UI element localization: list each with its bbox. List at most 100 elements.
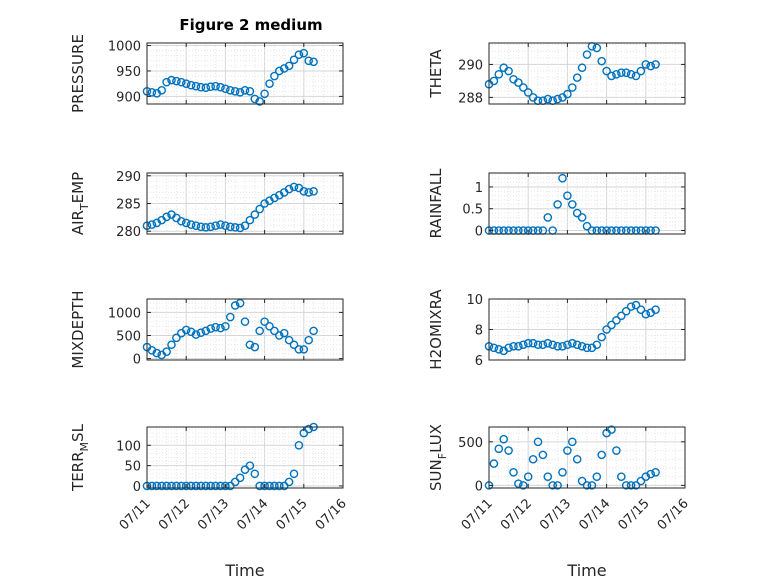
data-point	[265, 481, 274, 491]
y-tick-label: 0	[475, 225, 483, 240]
data-point	[558, 173, 567, 183]
data-point	[602, 66, 611, 76]
data-point	[563, 191, 572, 200]
data-point	[147, 88, 157, 97]
data-point	[646, 61, 656, 71]
data-point	[631, 71, 641, 81]
data-point	[216, 220, 225, 229]
data-point	[577, 213, 587, 222]
grid-lines	[146, 427, 344, 488]
data-point	[294, 440, 304, 450]
data-point	[162, 77, 171, 87]
data-point	[553, 341, 562, 351]
data-point	[543, 94, 553, 104]
data-series	[484, 300, 660, 356]
data-point	[612, 316, 621, 325]
data-point	[191, 330, 201, 339]
data-series	[142, 48, 318, 106]
figure-title: Figure 2 medium	[179, 16, 322, 34]
data-point	[250, 342, 260, 352]
data-point	[265, 321, 274, 331]
data-point	[294, 50, 304, 59]
data-point	[230, 86, 240, 96]
data-point	[284, 477, 294, 487]
data-point	[265, 79, 274, 88]
data-point	[621, 68, 631, 77]
data-point	[504, 66, 513, 76]
grid-lines	[146, 299, 344, 360]
y-tick-label: 290	[116, 170, 141, 185]
data-point	[230, 301, 240, 310]
data-point	[494, 444, 504, 454]
data-point	[494, 70, 504, 79]
data-point	[592, 340, 602, 350]
y-axis-label: PRESSURE	[69, 34, 87, 113]
data-point	[181, 79, 191, 88]
data-point	[250, 469, 260, 479]
data-point	[636, 305, 646, 314]
data-series	[142, 298, 318, 360]
data-point	[299, 186, 309, 196]
data-point	[538, 340, 548, 350]
y-tick-label: 285	[116, 198, 141, 213]
y-axis-label: TERRMSL	[69, 423, 91, 492]
data-point	[617, 472, 626, 481]
data-point	[191, 221, 201, 230]
data-point	[553, 200, 562, 209]
data-point	[641, 309, 651, 319]
data-point	[162, 212, 171, 222]
data-point	[216, 481, 225, 491]
data-point	[563, 446, 572, 455]
data-point	[563, 89, 572, 99]
data-point	[279, 64, 289, 73]
data-point	[548, 481, 558, 490]
data-point	[167, 340, 176, 350]
data-point	[181, 481, 191, 491]
data-point	[172, 76, 181, 86]
data-point	[651, 468, 660, 477]
data-point	[617, 311, 626, 321]
y-tick-label: 8	[475, 324, 483, 339]
data-point	[538, 450, 548, 460]
data-point	[162, 481, 171, 491]
data-point	[221, 84, 230, 94]
y-tick-label: 950	[116, 65, 141, 80]
data-point	[646, 469, 656, 479]
data-point	[206, 481, 215, 491]
data-point	[206, 222, 215, 232]
data-point	[489, 76, 499, 86]
data-point	[245, 340, 255, 350]
data-point	[533, 340, 543, 350]
data-point	[309, 57, 318, 67]
y-axis-label: H2OMIXRA	[427, 289, 445, 370]
data-point	[582, 50, 592, 59]
subplot-h2omixra: 6 8 10 H2OMIXRA	[427, 289, 686, 370]
data-point	[582, 221, 592, 231]
y-tick-label: 0	[133, 480, 141, 495]
data-point	[543, 472, 553, 481]
axes-box	[488, 42, 686, 105]
data-point	[289, 55, 299, 65]
subplot-pressure: 900 950 1000 PRESSURE	[69, 34, 344, 113]
data-point	[304, 335, 314, 345]
data-point	[533, 437, 543, 447]
data-point	[250, 94, 260, 104]
data-point	[631, 481, 641, 490]
data-point	[240, 317, 250, 326]
grid-lines	[146, 173, 344, 234]
data-point	[186, 80, 196, 90]
data-point	[206, 82, 215, 92]
x-axis-label: Time	[224, 561, 264, 580]
data-point	[221, 481, 230, 491]
data-point	[577, 476, 587, 486]
y-tick-label: 50	[124, 460, 141, 475]
data-point	[196, 222, 206, 232]
data-point	[489, 459, 499, 468]
subplot-rainfall: 0 0.5 1 RAINFALL	[427, 168, 686, 240]
data-point	[245, 215, 255, 225]
data-point	[284, 335, 294, 345]
data-point	[523, 88, 533, 97]
data-point	[201, 481, 211, 491]
data-point	[284, 184, 294, 194]
data-point	[568, 338, 577, 348]
